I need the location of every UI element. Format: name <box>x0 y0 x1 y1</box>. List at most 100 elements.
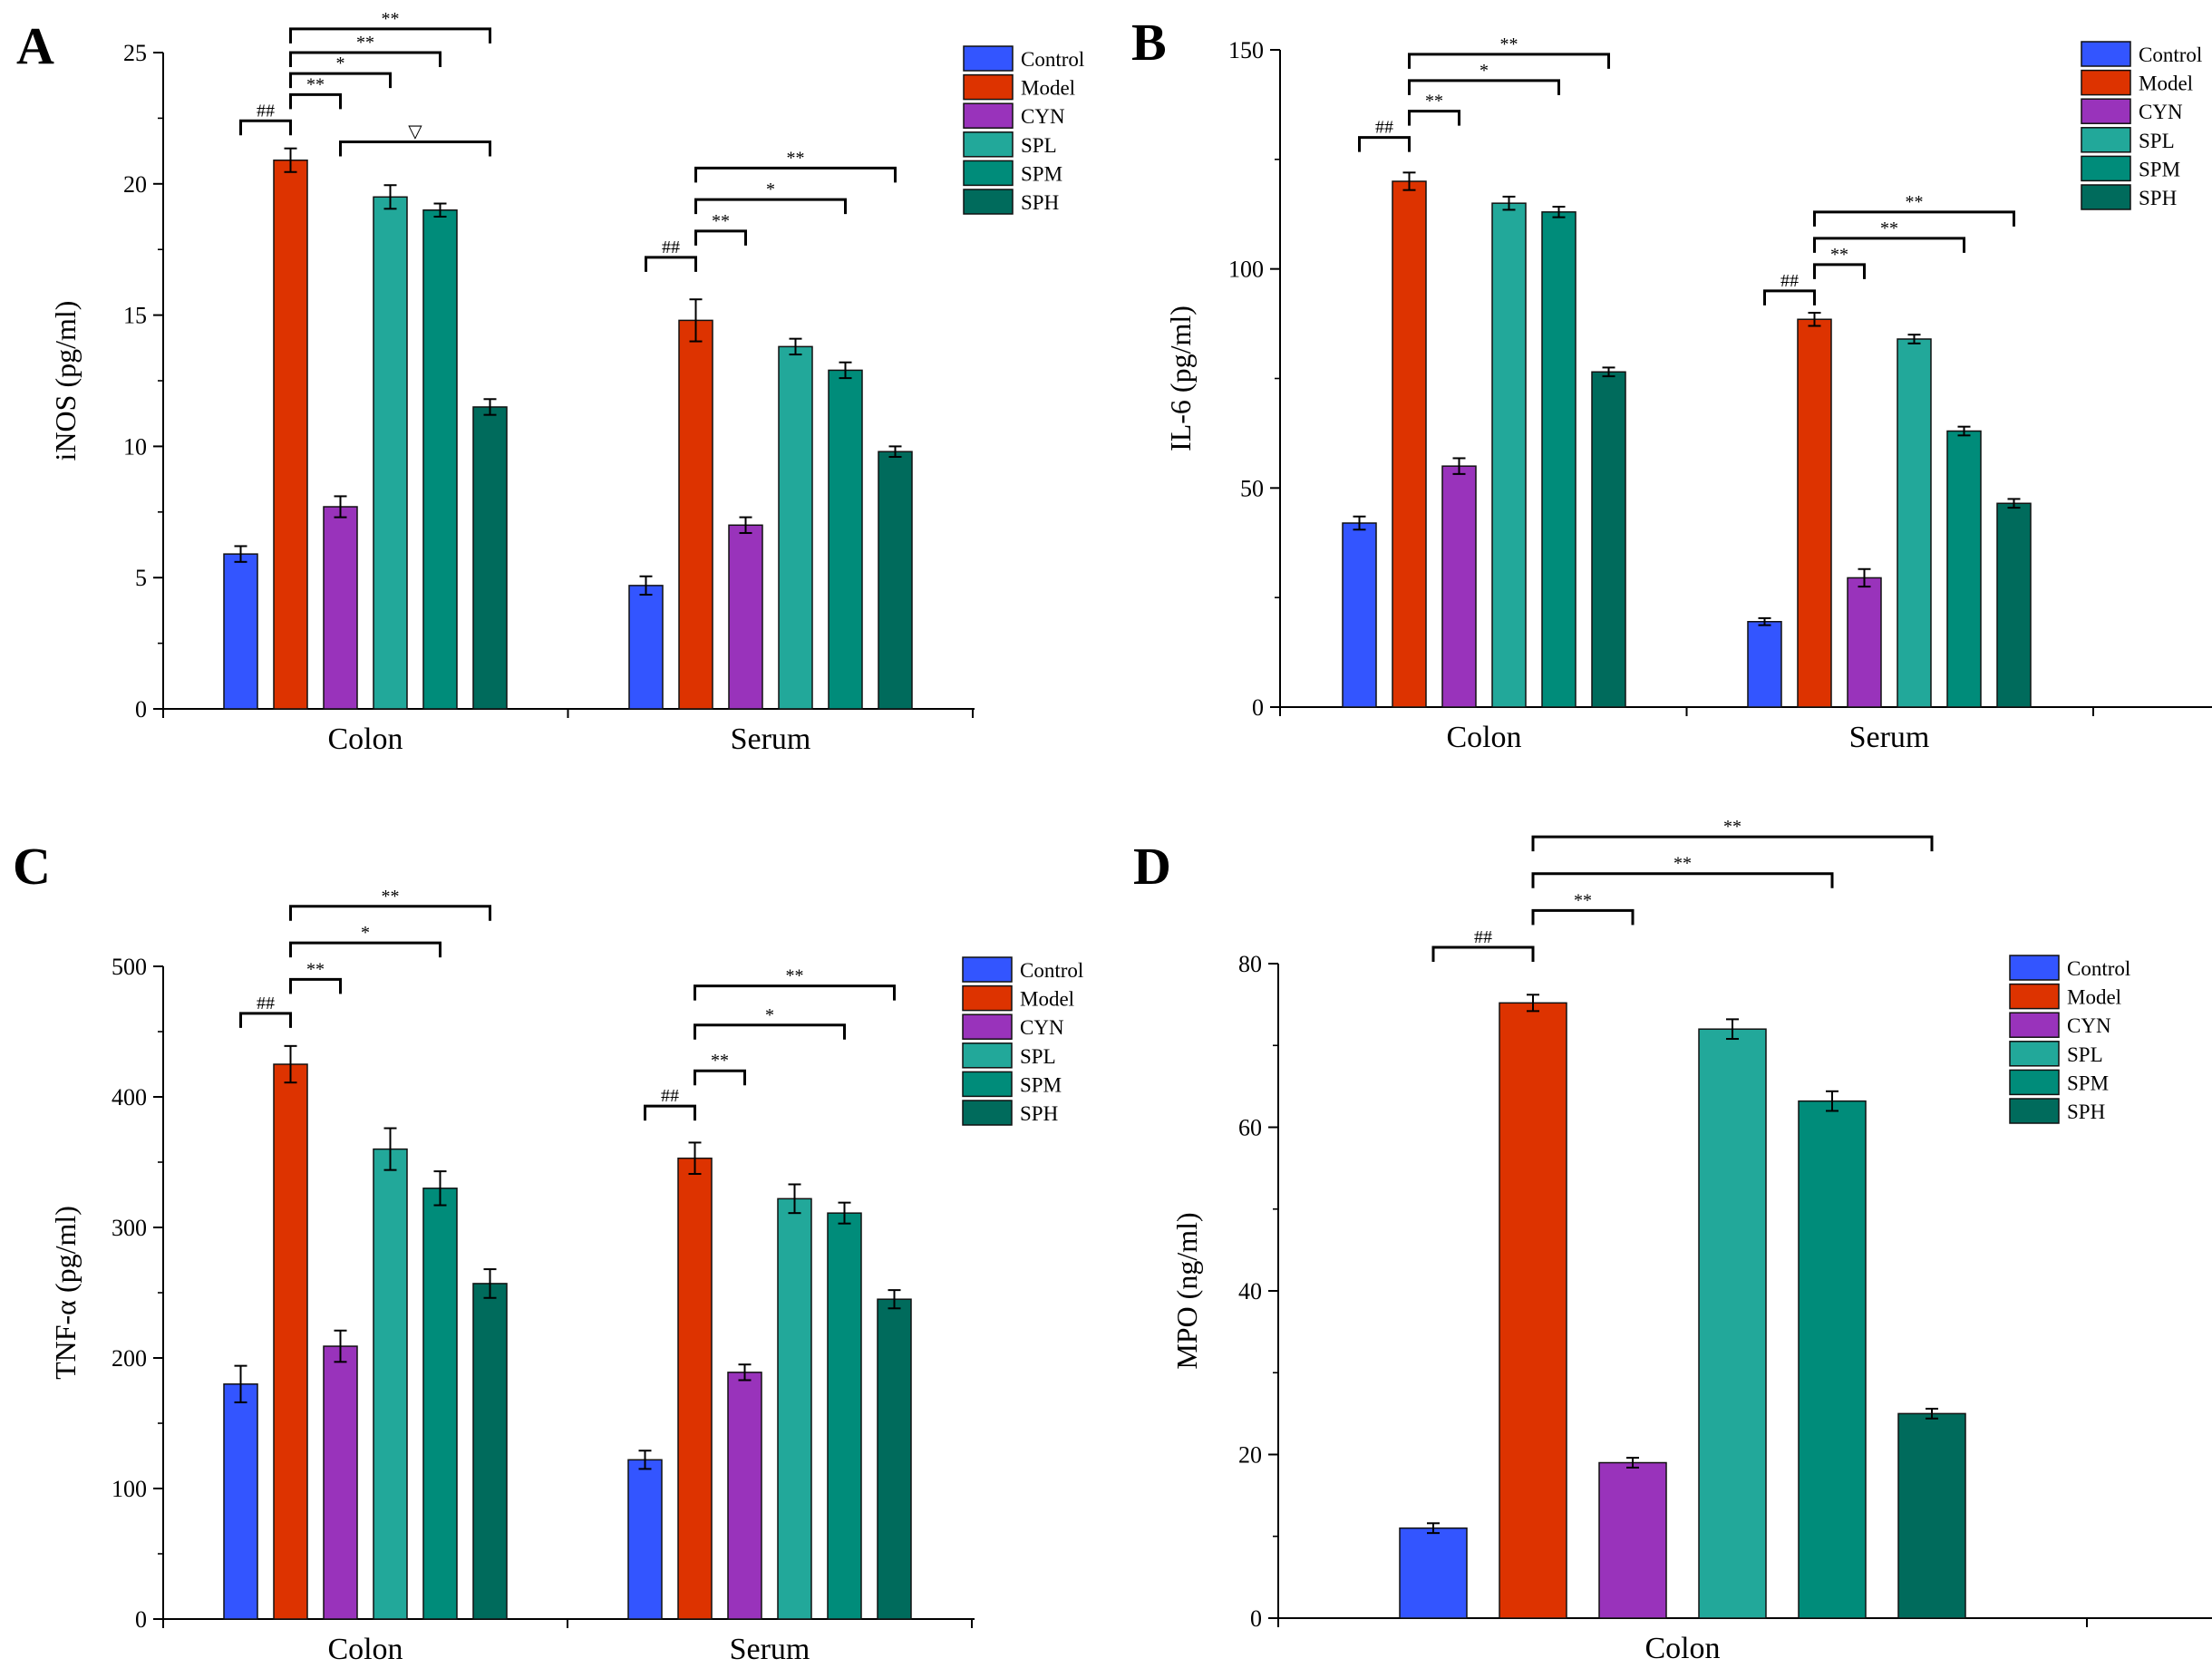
significance-label: ** <box>356 33 374 53</box>
y-tick-label: 5 <box>135 565 147 591</box>
bar-cyn <box>727 1372 762 1620</box>
legend-swatch-spl <box>962 1042 1013 1069</box>
significance-label: ## <box>662 238 680 257</box>
significance-bracket <box>339 140 491 157</box>
significance-label: ** <box>786 966 804 986</box>
legend-swatch-sph <box>962 1100 1013 1126</box>
y-tick-label: 400 <box>112 1084 147 1110</box>
bar-model <box>273 159 308 710</box>
legend-swatch-cyn <box>962 1013 1013 1040</box>
bar-cyn <box>1847 577 1882 708</box>
bar-spl <box>1897 338 1932 708</box>
significance-label: ** <box>382 9 400 29</box>
x-category-label: Serum <box>1849 721 1930 754</box>
x-category-label: Colon <box>327 1633 403 1666</box>
legend-swatch-spm <box>2081 155 2131 182</box>
significance-label: ** <box>1425 92 1443 112</box>
bar-control <box>223 1383 258 1620</box>
bar-control <box>1399 1527 1468 1619</box>
y-axis-label: IL-6 (pg/ml) <box>1164 305 1197 451</box>
x-category-label: Colon <box>1446 721 1521 754</box>
significance-label: ## <box>1375 118 1393 138</box>
legend-label: SPH <box>2139 187 2177 209</box>
bar-sph <box>878 451 913 710</box>
legend-swatch-cyn <box>963 102 1014 129</box>
bar-control <box>223 553 258 710</box>
significance-label: ** <box>1674 854 1692 874</box>
legend-swatch-spm <box>963 160 1014 187</box>
y-tick-label: 60 <box>1238 1115 1262 1141</box>
bar-control <box>1342 522 1377 708</box>
legend-swatch-control <box>2009 955 2060 981</box>
y-tick-label: 0 <box>135 1606 147 1633</box>
bar-spl <box>373 196 408 710</box>
significance-label: ** <box>1723 817 1741 837</box>
significance-bracket <box>1763 289 1816 305</box>
significance-label: ** <box>1906 192 1924 212</box>
bar-cyn <box>1441 465 1477 708</box>
bar-sph <box>1897 1412 1966 1619</box>
y-tick-label: 20 <box>1238 1442 1262 1469</box>
bar-sph <box>472 406 508 710</box>
bar-model <box>1392 180 1427 708</box>
significance-label: ** <box>306 959 325 979</box>
significance-bracket <box>289 72 392 89</box>
significance-label: * <box>361 923 370 943</box>
legend-swatch-spl <box>963 131 1014 158</box>
legend-swatch-sph <box>2009 1098 2060 1124</box>
y-tick-label: 0 <box>1252 694 1264 721</box>
bar-control <box>1747 621 1782 708</box>
bar-control <box>627 1459 663 1620</box>
legend-label: SPM <box>2139 158 2180 180</box>
significance-bracket <box>1408 110 1460 126</box>
legend-label: Model <box>1021 77 1075 100</box>
x-category-label: Serum <box>731 722 811 756</box>
legend-swatch-model <box>2081 69 2131 96</box>
significance-bracket <box>694 1023 846 1040</box>
legend-label: Control <box>1021 48 1084 71</box>
y-axis-label: iNOS (pg/ml) <box>49 301 82 461</box>
significance-label: ** <box>382 887 400 907</box>
significance-bracket <box>239 1012 292 1028</box>
legend-label: SPL <box>1021 134 1057 157</box>
bar-spm <box>1798 1100 1867 1619</box>
significance-label: ## <box>1474 927 1492 947</box>
bar-sph <box>877 1298 912 1620</box>
significance-bracket <box>694 198 847 215</box>
significance-bracket <box>1358 136 1411 152</box>
significance-label: ** <box>1830 245 1848 265</box>
significance-label: ** <box>712 211 730 231</box>
significance-bracket <box>289 27 491 44</box>
significance-bracket <box>1813 263 1866 279</box>
bar-cyn <box>323 1345 358 1620</box>
significance-label: * <box>336 53 345 73</box>
significance-label: ** <box>1500 34 1518 54</box>
bar-cyn <box>728 524 763 710</box>
significance-label: ## <box>257 994 275 1013</box>
bar-sph <box>1996 502 2032 708</box>
significance-bracket <box>694 1069 746 1086</box>
significance-label: * <box>1480 61 1489 81</box>
y-tick-label: 10 <box>123 433 147 460</box>
significance-bracket <box>694 229 747 246</box>
significance-label: ** <box>711 1051 729 1071</box>
significance-bracket <box>694 166 897 183</box>
legend-swatch-control <box>963 45 1014 72</box>
bar-spl <box>1698 1028 1767 1619</box>
x-category-label: Colon <box>1644 1632 1720 1665</box>
legend-swatch-sph <box>963 189 1014 215</box>
legend-swatch-cyn <box>2081 98 2131 124</box>
y-tick-label: 100 <box>112 1476 147 1502</box>
legend-label: SPH <box>1020 1102 1058 1125</box>
bar-model <box>678 319 713 710</box>
legend-label: SPL <box>1020 1045 1056 1068</box>
significance-bracket <box>289 905 491 921</box>
legend-label: SPM <box>1020 1073 1062 1096</box>
significance-label: ** <box>787 148 805 168</box>
bar-spm <box>422 1188 458 1620</box>
legend-swatch-model <box>2009 983 2060 1010</box>
significance-label: ** <box>306 74 325 94</box>
